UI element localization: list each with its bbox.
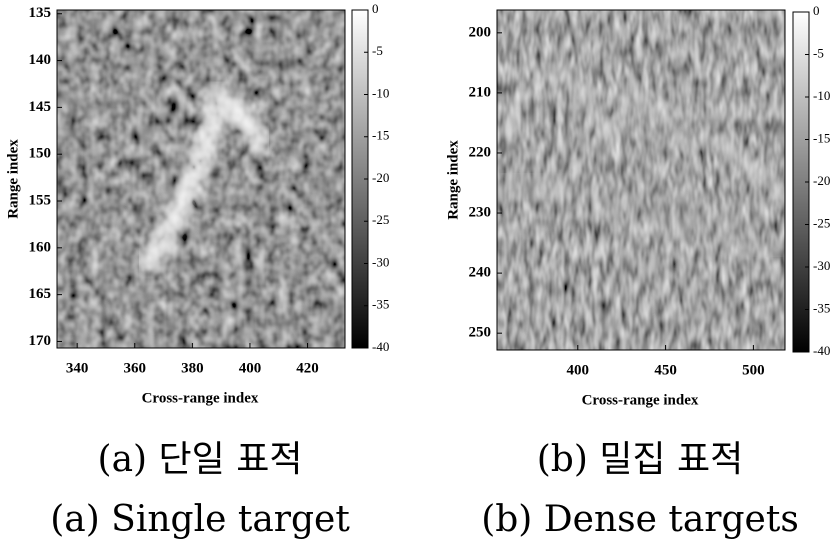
x-tick-label: 400 (239, 360, 262, 376)
colorbar-tick-label: -25 (372, 212, 389, 227)
y-tick-label: 155 (29, 192, 52, 208)
colorbar-tick-label: -40 (372, 339, 389, 354)
caption: (b) 밀집 표적 (537, 439, 744, 480)
colorbar-axis: 0 -5 -10 -15 -20 -25 -30 -35 -40 (364, 1, 389, 354)
x-axis-label: Cross-range index (142, 390, 259, 406)
colorbar-tick-label: -30 (813, 258, 830, 273)
colorbar-tick-label: -40 (813, 343, 830, 358)
colorbar-tick-label: -25 (813, 215, 830, 230)
caption: (a) 단일 표적 (98, 439, 303, 480)
y-tick-label: 135 (29, 5, 52, 21)
y-tick-label: 250 (469, 325, 492, 341)
x-tick-label: 420 (296, 360, 319, 376)
y-tick-label: 230 (469, 204, 492, 220)
x-tick-label: 400 (567, 362, 590, 378)
colorbar-tick-label: -20 (372, 170, 389, 185)
x-tick-label: 500 (742, 362, 765, 378)
colorbar-tick-label: 0 (372, 1, 379, 16)
colorbar-axis: 0 -5 -10 -15 -20 -25 -30 -35 -40 (805, 3, 830, 358)
colorbar-tick-label: -15 (813, 130, 830, 145)
colorbar-tick-label: 0 (813, 3, 820, 18)
y-tick-label: 150 (29, 146, 52, 162)
y-tick-label: 220 (469, 144, 492, 160)
colorbar-tick-label: -30 (372, 254, 389, 269)
y-tick-label: 170 (29, 333, 52, 349)
x-tick-label: 340 (66, 360, 89, 376)
x-axis-label: Cross-range index (582, 392, 699, 408)
caption: (b) Dense targets (481, 499, 799, 540)
colorbar-tick-label: -20 (813, 173, 830, 188)
y-tick-label: 210 (469, 84, 492, 100)
colorbar-tick-label: -15 (372, 128, 389, 143)
heatmap-image (497, 10, 785, 350)
y-tick-label: 140 (29, 52, 52, 68)
colorbar-tick-label: -35 (372, 297, 389, 312)
y-tick-label: 160 (29, 239, 52, 255)
heatmap-image (57, 10, 345, 348)
x-tick-label: 450 (654, 362, 677, 378)
colorbar-tick-label: -5 (372, 43, 383, 58)
y-tick-label: 145 (29, 99, 52, 115)
x-tick-label: 360 (124, 360, 147, 376)
y-axis-label: Range index (5, 139, 21, 219)
colorbar-tick-label: -35 (813, 300, 830, 315)
y-axis-label: Range index (445, 140, 461, 220)
x-tick-label: 380 (181, 360, 204, 376)
colorbar-tick-label: -5 (813, 45, 824, 60)
y-tick-label: 240 (469, 265, 492, 281)
colorbar-tick-label: -10 (813, 88, 830, 103)
plot-frame (496, 9, 786, 351)
y-tick-label: 200 (469, 24, 492, 40)
caption: (a) Single target (50, 499, 350, 540)
plot-frame (56, 9, 346, 349)
y-tick-label: 165 (29, 286, 52, 302)
colorbar-tick-label: -10 (372, 85, 389, 100)
